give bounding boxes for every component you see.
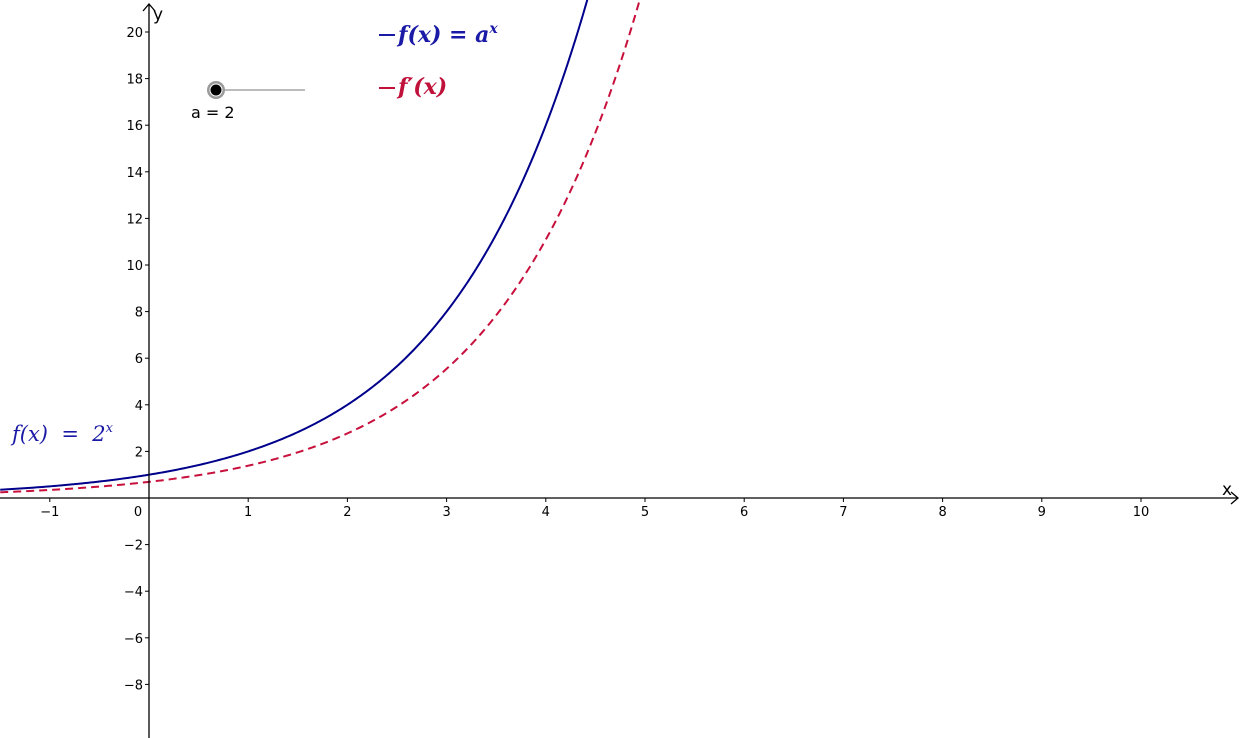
x-tick-label: 1 (244, 505, 252, 520)
slider-a[interactable]: a = 2 (191, 81, 305, 122)
legend-f-superscript: x (488, 21, 498, 37)
axes: x y (0, 3, 1239, 738)
curve-label-superscript: x (106, 421, 114, 436)
y-tick-label: −6 (124, 632, 143, 647)
slider-handle[interactable] (209, 83, 223, 97)
y-tick-label: 6 (135, 352, 143, 367)
y-tick-label: 18 (126, 73, 143, 88)
legend-f[interactable]: f(x) = ax (379, 21, 498, 48)
x-tick-label: 4 (542, 505, 550, 520)
y-tick-label: 2 (135, 445, 143, 460)
x-tick-label: 10 (1133, 505, 1150, 520)
y-ticks: −8 −6 −4 −2 2 4 6 8 10 12 14 16 18 20 (124, 26, 149, 693)
x-tick-label: 5 (641, 505, 649, 520)
legend-fprime-expression: f′(x) (396, 74, 447, 100)
function-curves (0, 0, 643, 494)
curve-label-expression: f(x) = 2 (10, 422, 106, 446)
y-tick-label: 16 (126, 119, 143, 134)
x-tick-label: 6 (740, 505, 748, 520)
legend-fprime[interactable]: f′(x) (379, 74, 447, 100)
y-tick-label: 12 (126, 212, 143, 227)
x-tick-label: 7 (839, 505, 847, 520)
y-tick-label: 8 (135, 306, 143, 321)
curve-label-f[interactable]: f(x) = 2x (10, 421, 114, 446)
x-tick-label: −1 (40, 505, 59, 520)
y-tick-label: 20 (126, 26, 143, 41)
x-ticks: −1 0 1 2 3 4 5 6 7 8 9 10 (40, 498, 1149, 520)
x-tick-label: 3 (442, 505, 450, 520)
x-axis-arrow (1230, 491, 1239, 505)
y-tick-label: −8 (124, 678, 143, 693)
x-tick-label: 8 (938, 505, 946, 520)
curve-f[interactable] (0, 0, 589, 491)
y-tick-label: −4 (124, 585, 143, 600)
legend-fprime-text: f′(x) (396, 74, 447, 100)
x-axis-label: x (1222, 480, 1232, 500)
x-tick-label: 9 (1038, 505, 1046, 520)
y-axis-label: y (153, 5, 163, 25)
slider-value-label: a = 2 (191, 103, 235, 122)
legend-f-expression: f(x) = a (396, 22, 489, 48)
curve-fprime[interactable] (0, 0, 643, 494)
x-tick-label: 0 (134, 505, 142, 520)
y-tick-label: 14 (126, 166, 143, 181)
y-axis-arrow (142, 3, 156, 12)
y-tick-label: 4 (135, 399, 143, 414)
x-tick-label: 2 (343, 505, 351, 520)
y-tick-label: 10 (126, 259, 143, 274)
y-tick-label: −2 (124, 539, 143, 554)
legend-f-text: f(x) = ax (396, 21, 498, 48)
